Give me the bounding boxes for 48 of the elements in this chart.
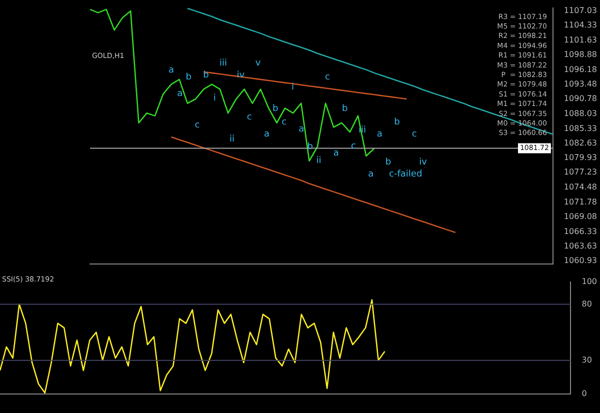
y-tick-label: 1101.63 — [564, 35, 598, 44]
annotation: c — [325, 72, 330, 83]
annotation: a — [264, 130, 270, 140]
y-tick-label: 30 — [582, 355, 592, 364]
annotation: ii — [229, 134, 234, 144]
annotation: b — [342, 104, 348, 114]
y-tick-label: 1093.48 — [564, 80, 598, 89]
y-tick-label: 1066.33 — [564, 226, 598, 236]
annotation: c — [282, 118, 287, 128]
y-tick-label: 1060.93 — [564, 256, 598, 266]
y-tick-label: 1088.03 — [564, 109, 598, 118]
y-tick-label: 100 — [582, 276, 598, 286]
y-tick-label: 1079.93 — [564, 153, 598, 162]
annotation: c — [412, 130, 417, 140]
annotation: b — [186, 72, 192, 83]
y-tick-label: 1107.03 — [564, 6, 598, 15]
annotation: c — [194, 120, 200, 130]
annotation: b — [385, 158, 392, 168]
annotation: b — [272, 104, 279, 114]
annotation: a — [298, 124, 304, 135]
annotation: iv — [419, 158, 428, 168]
annotation: iii — [220, 58, 228, 69]
annotation: a — [368, 170, 374, 180]
annotation: a — [376, 130, 382, 140]
annotation: v — [255, 58, 262, 69]
y-tick-label: 1077.23 — [564, 168, 598, 177]
annotation: a — [333, 148, 339, 159]
annotation: b — [203, 70, 210, 81]
y-tick-label: 1098.88 — [564, 50, 598, 60]
annotation: c-failed — [389, 170, 422, 180]
y-tick-label: 1074.48 — [564, 182, 598, 192]
annotation: ii — [316, 156, 322, 166]
y-tick-label: 1063.63 — [564, 242, 598, 251]
y-tick-label: 1090.78 — [564, 94, 598, 104]
y-tick-label: 1082.63 — [564, 138, 598, 148]
annotation: c — [246, 112, 252, 123]
y-tick-label: 1069.08 — [564, 212, 598, 221]
annotation: a — [168, 66, 174, 76]
y-tick-label: 1071.78 — [564, 197, 598, 206]
y-tick-label: 1085.33 — [564, 124, 598, 133]
annotation: i — [291, 82, 294, 92]
y-tick-label: 1104.33 — [564, 20, 598, 30]
y-tick-label: 80 — [582, 299, 592, 308]
y-tick-label: 1096.18 — [564, 64, 598, 74]
annotation: i — [213, 94, 216, 104]
y-tick-label: 0 — [582, 389, 587, 398]
annotation: b — [394, 118, 400, 128]
annotation: a — [177, 88, 183, 99]
